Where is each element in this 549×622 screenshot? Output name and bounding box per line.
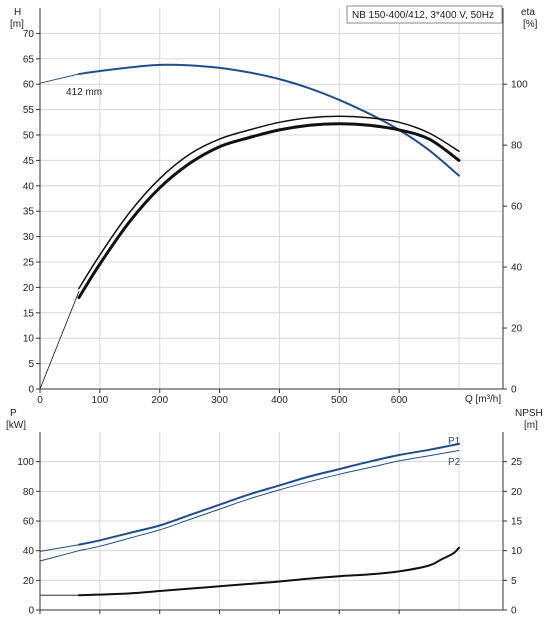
series-curve-1-2-extension: [39, 544, 80, 552]
right-axis-tick-label: 40: [511, 263, 523, 274]
tick-labels: 0510152025303540455055606570020406080100…: [17, 29, 528, 617]
left-axis-tick-label: 40: [23, 181, 35, 192]
legend-p1: P1: [448, 436, 461, 447]
left-axis-tick-label: 10: [23, 334, 35, 345]
x-axis-tick-label: 100: [92, 395, 109, 406]
left-axis-tick-label: 0: [28, 385, 34, 396]
title-box: [346, 5, 503, 24]
bottom-panel-grid: [39, 432, 503, 611]
right-axis-tick-label: 5: [511, 576, 517, 587]
left-axis-tick-label: 100: [17, 457, 34, 468]
bottom-left-axis-unit: [kW]: [6, 420, 26, 431]
right-axis-tick-label: 60: [511, 202, 523, 213]
left-axis-tick-label: 25: [23, 258, 35, 269]
left-axis-tick-label: 30: [23, 232, 35, 243]
top-right-axis-label: eta: [521, 7, 535, 18]
top-panel-series: [39, 63, 461, 390]
curve-label-412mm: 412 mm: [66, 87, 102, 98]
left-axis-tick-label: 60: [23, 517, 35, 528]
top-right-axis-unit: [%]: [523, 19, 538, 30]
right-axis-tick-label: 100: [511, 80, 528, 91]
left-axis-tick-label: 15: [23, 308, 35, 319]
right-axis-tick-label: 0: [511, 385, 517, 396]
series-412-mm: [77, 63, 460, 177]
bottom-left-axis-label: P: [10, 408, 17, 419]
x-axis-label: Q [m³/h]: [465, 394, 501, 405]
x-axis-tick-label: 500: [331, 395, 348, 406]
series-curve-1-3-extension: [39, 550, 80, 562]
left-axis-tick-label: 80: [23, 487, 35, 498]
title-box-text: NB 150-400/412, 3*400 V, 50Hz: [352, 10, 494, 21]
x-axis-tick-label: 400: [271, 395, 288, 406]
x-axis-tick-label: 600: [391, 395, 408, 406]
right-axis-tick-label: 20: [511, 324, 523, 335]
left-axis-tick-label: 55: [23, 105, 35, 116]
series-p2: [78, 450, 460, 552]
left-axis-tick-label: 60: [23, 80, 35, 91]
bottom-right-axis-label: NPSH: [515, 408, 543, 419]
left-axis-tick-label: 0: [28, 606, 34, 617]
top-left-axis-label: H: [14, 7, 21, 18]
series-curve-0-4-extension: [39, 291, 80, 390]
left-axis-tick-label: 20: [23, 576, 35, 587]
series-curve-0-3: [77, 122, 461, 300]
right-axis-tick-label: 25: [511, 457, 523, 468]
top-panel-grid: [39, 8, 503, 390]
left-axis-tick-label: 20: [23, 283, 35, 294]
left-axis-tick-label: 5: [28, 359, 34, 370]
left-axis-tick-label: 50: [23, 131, 35, 142]
legend-p2: P2: [448, 457, 461, 468]
bottom-right-axis-unit: [m]: [524, 420, 538, 431]
series-p1: [77, 442, 460, 546]
bottom-panel-series: [39, 442, 460, 597]
right-axis-tick-label: 80: [511, 141, 523, 152]
left-axis-tick-label: 35: [23, 207, 35, 218]
series-curve-0-2: [78, 115, 460, 290]
series-curve-1-4: [77, 546, 460, 597]
right-axis-tick-label: 0: [511, 606, 517, 617]
right-axis-tick-label: 15: [511, 517, 523, 528]
axes: [36, 8, 507, 614]
x-axis-tick-label: 300: [211, 395, 228, 406]
top-left-axis-unit: [m]: [10, 19, 24, 30]
right-axis-tick-label: 20: [511, 487, 523, 498]
left-axis-tick-label: 40: [23, 546, 35, 557]
x-axis-tick-label: 200: [151, 395, 168, 406]
series-curve-0-1-extension: [39, 73, 80, 84]
left-axis-tick-label: 70: [23, 29, 35, 40]
left-axis-tick-label: 45: [23, 156, 35, 167]
x-axis-tick-label: 0: [37, 395, 43, 406]
right-axis-tick-label: 10: [511, 546, 523, 557]
left-axis-tick-label: 65: [23, 54, 35, 65]
